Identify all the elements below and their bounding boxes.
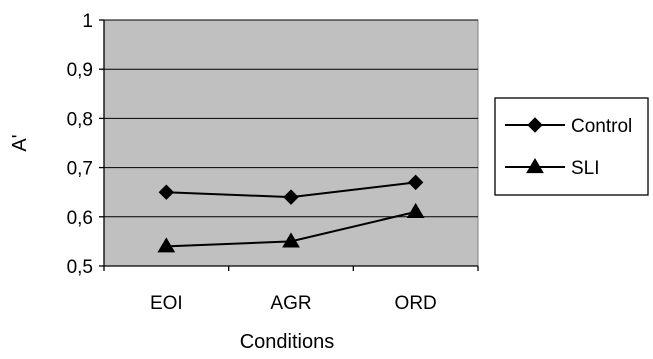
data-point xyxy=(282,232,300,248)
series-layer xyxy=(157,174,425,253)
x-axis-title: Conditions xyxy=(240,331,335,353)
plot-area xyxy=(103,19,479,267)
y-axis-title: A' xyxy=(9,134,31,151)
legend-marker xyxy=(526,158,544,174)
y-axis-ticks: 0,5 0,6 0,7 0,8 0,9 1 xyxy=(67,11,104,278)
legend-box xyxy=(494,97,649,196)
x-tick-label: ORD xyxy=(395,293,437,314)
legend-marker xyxy=(527,117,543,133)
data-point xyxy=(283,189,299,205)
y-tick-label: 0,6 xyxy=(67,208,93,229)
legend-label: SLI xyxy=(571,158,600,179)
y-tick-label: 1 xyxy=(82,11,93,32)
data-point xyxy=(157,237,176,253)
y-tick-label: 0,8 xyxy=(67,109,93,130)
data-point xyxy=(158,184,175,200)
series-sli xyxy=(157,202,425,253)
plot-background xyxy=(103,19,479,267)
x-tick-label: AGR xyxy=(270,293,311,314)
legend-item-sli: SLI xyxy=(505,158,600,179)
legend-item-control: Control xyxy=(505,116,632,137)
x-axis-ticks: EOI AGR ORD xyxy=(103,266,479,314)
series-control xyxy=(158,174,424,205)
y-tick-label: 0,9 xyxy=(67,60,93,81)
y-tick-label: 0,7 xyxy=(67,159,93,180)
legend-label: Control xyxy=(571,116,632,137)
x-tick-label: EOI xyxy=(150,293,183,314)
data-point xyxy=(407,174,424,191)
data-point xyxy=(406,202,425,218)
legend: Control SLI xyxy=(494,97,649,196)
y-tick-label: 0,5 xyxy=(67,257,93,278)
